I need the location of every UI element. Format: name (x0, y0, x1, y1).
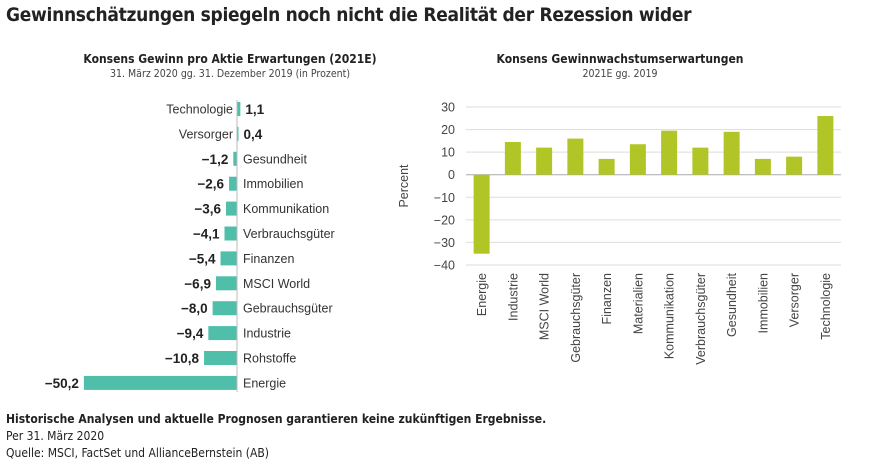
y-axis-label: Percent (397, 164, 411, 208)
bar-Finanzen (598, 158, 615, 175)
category-label: Gebrauchsgüter (243, 302, 333, 316)
bar-Energie (473, 174, 490, 254)
disclaimer: Historische Analysen und aktuelle Progno… (6, 412, 547, 426)
category-label: Gesundheit (243, 152, 307, 166)
y-tick-label: 20 (441, 123, 455, 137)
category-label: Energie (243, 376, 286, 390)
bar-Energie (83, 375, 237, 390)
data-label: −1,2 (202, 152, 229, 167)
source-note: Quelle: MSCI, FactSet und AllianceBernst… (6, 446, 269, 460)
bar-Gebrauchsgüter (212, 301, 237, 316)
bar-Materialien (629, 144, 646, 175)
y-tick-label: −30 (434, 236, 455, 250)
x-tick-label: Kommunikation (663, 273, 677, 359)
x-tick-label: MSCI World (538, 273, 552, 340)
right-bar-chart: 30 20 10 0 −10 −20 −30 −40 Percent Energie Industr… (397, 101, 841, 365)
x-tick-label: Materialien (631, 273, 645, 334)
bar-Technologie (817, 116, 834, 175)
data-label: −5,4 (189, 251, 216, 266)
bar-Immobilien (229, 176, 237, 191)
x-tick-label: Technologie (819, 273, 833, 340)
bar-Verbrauchsgüter (692, 147, 709, 175)
bar-Gesundheit (723, 131, 740, 175)
right-chart-title: Konsens Gewinnwachstumserwartungen (496, 52, 744, 66)
bar-Immobilien (754, 158, 771, 175)
bar-Versorger (786, 156, 803, 175)
data-label: −3,6 (194, 202, 221, 217)
footer: Historische Analysen und aktuelle Progno… (6, 411, 546, 462)
y-tick-label: 0 (448, 168, 455, 182)
data-label: −4,1 (193, 227, 220, 242)
category-label: Technologie (166, 103, 233, 117)
bar-Versorger (237, 126, 239, 141)
data-label: 0,4 (244, 127, 263, 142)
data-label: −50,2 (45, 376, 79, 391)
category-label: Industrie (243, 327, 291, 341)
category-label: Kommunikation (243, 202, 329, 216)
data-label: −2,6 (197, 177, 224, 192)
x-tick-label: Energie (475, 273, 489, 316)
bar-Finanzen (220, 251, 237, 266)
bar-Kommunikation (226, 201, 237, 216)
x-tick-label: Industrie (506, 273, 520, 321)
x-tick-label: Finanzen (600, 273, 614, 324)
data-label: −6,9 (184, 276, 211, 291)
data-label: −8,0 (181, 301, 208, 316)
bar-MSCI World (215, 276, 237, 291)
category-label: Verbrauchsgüter (243, 227, 335, 241)
category-label: Rohstoffe (243, 352, 296, 366)
right-chart-subtitle: 2021E gg. 2019 (582, 68, 658, 80)
x-tick-label: Gesundheit (725, 272, 739, 336)
left-chart-subtitle: 31. März 2020 gg. 31. Dezember 2019 (in … (109, 68, 351, 80)
bar-Rohstoffe (204, 351, 237, 365)
x-tick-label: Versorger (788, 273, 802, 327)
bar-Gesundheit (233, 151, 237, 166)
category-label: Versorger (179, 127, 233, 141)
x-tick-label: Gebrauchsgüter (569, 273, 583, 363)
y-tick-label: 30 (441, 101, 455, 115)
bar-Technologie (237, 102, 241, 116)
bar-Kommunikation (661, 130, 678, 175)
bar-Industrie (208, 326, 237, 341)
bar-Industrie (504, 141, 521, 175)
y-tick-label: −40 (434, 259, 455, 273)
y-tick-label: 10 (441, 146, 455, 160)
data-label: −9,4 (177, 326, 204, 341)
x-tick-label: Immobilien (756, 273, 770, 333)
bar-Verbrauchsgüter (224, 226, 237, 241)
date-note: Per 31. März 2020 (6, 429, 105, 443)
data-label: 1,1 (245, 102, 264, 117)
category-label: Immobilien (243, 177, 303, 191)
bar-MSCI World (536, 147, 553, 175)
y-tick-label: −20 (434, 213, 455, 227)
left-chart-title: Konsens Gewinn pro Aktie Erwartungen (20… (83, 52, 377, 66)
x-tick-label: Verbrauchsgüter (694, 273, 708, 365)
bar-Gebrauchsgüter (567, 138, 584, 175)
page-title: Gewinnschätzungen spiegeln noch nicht di… (6, 4, 692, 26)
y-tick-label: −10 (434, 191, 455, 205)
data-label: −10,8 (165, 351, 200, 366)
category-label: Finanzen (243, 252, 294, 266)
left-bar-chart: Technologie 1,1 Versorger 0,4 Gesundheit −1,2… (45, 100, 335, 392)
category-label: MSCI World (243, 277, 310, 291)
